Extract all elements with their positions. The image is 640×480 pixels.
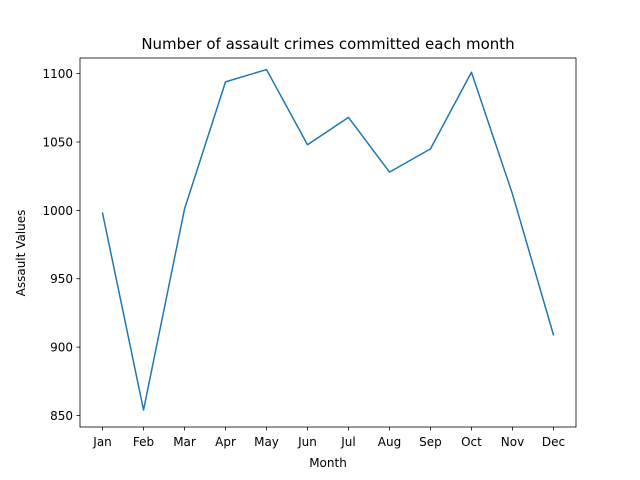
plot-area: Jan Feb Mar Apr May Jun Jul Aug Sep Oct Nov Dec 850 9…	[42, 57, 577, 449]
x-tick-label: Jun	[297, 435, 317, 449]
x-tick-label: Aug	[378, 435, 401, 449]
y-axis-label: Assault Values	[14, 210, 28, 297]
x-tick-label: Sep	[419, 435, 442, 449]
chart-title: Number of assault crimes committed each …	[141, 35, 514, 53]
y-tick-label: 950	[50, 272, 73, 286]
x-tick-label: Dec	[542, 435, 565, 449]
y-tick-label: 900	[50, 341, 73, 355]
y-tick-label: 1100	[42, 67, 73, 81]
x-tick-label: Jan	[92, 435, 112, 449]
x-tick-label: Feb	[133, 435, 154, 449]
x-tick-label: May	[254, 435, 279, 449]
x-axis-label: Month	[309, 456, 347, 470]
y-tick-label: 1000	[42, 204, 73, 218]
x-tick-label: Apr	[215, 435, 236, 449]
x-tick-label: Oct	[461, 435, 482, 449]
x-tick-label: Jul	[340, 435, 355, 449]
plot-frame	[79, 57, 577, 428]
series-line-0	[101, 68, 555, 411]
y-tick-label: 1050	[42, 136, 73, 150]
x-tick-label: Nov	[501, 435, 524, 449]
y-tick-label: 850	[50, 409, 73, 423]
x-tick-label: Mar	[173, 435, 196, 449]
